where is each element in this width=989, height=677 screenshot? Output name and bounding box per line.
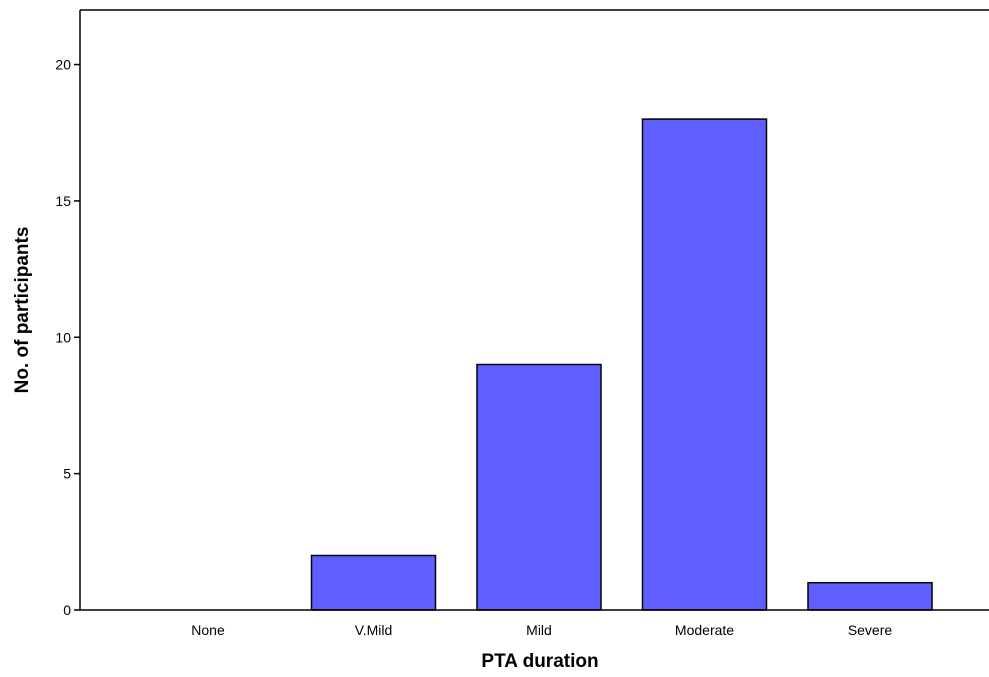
y-tick-label: 20 <box>55 57 71 73</box>
y-tick-label: 5 <box>63 466 71 482</box>
x-tick-label: Mild <box>526 622 552 638</box>
bar-severe <box>807 581 933 611</box>
x-tick-label: None <box>191 622 225 638</box>
y-tick-label: 0 <box>63 602 71 618</box>
x-tick-labels-layer: None V.Mild Mild Moderate Severe <box>191 622 892 638</box>
y-ticks-layer: 0 5 10 15 20 <box>55 57 80 618</box>
bars-layer <box>310 118 933 611</box>
x-tick-label: Moderate <box>675 622 734 638</box>
y-axis-title: No. of participants <box>12 227 33 394</box>
x-tick-label: V.Mild <box>355 622 393 638</box>
axes-layer <box>79 9 989 611</box>
x-tick-label: Severe <box>848 622 893 638</box>
y-tick-label: 10 <box>55 329 71 345</box>
bar-mild <box>476 363 602 611</box>
bar-moderate <box>641 118 768 611</box>
x-axis-title: PTA duration <box>481 651 598 672</box>
y-tick-label: 15 <box>55 193 71 209</box>
bar-v-mild <box>310 554 437 611</box>
